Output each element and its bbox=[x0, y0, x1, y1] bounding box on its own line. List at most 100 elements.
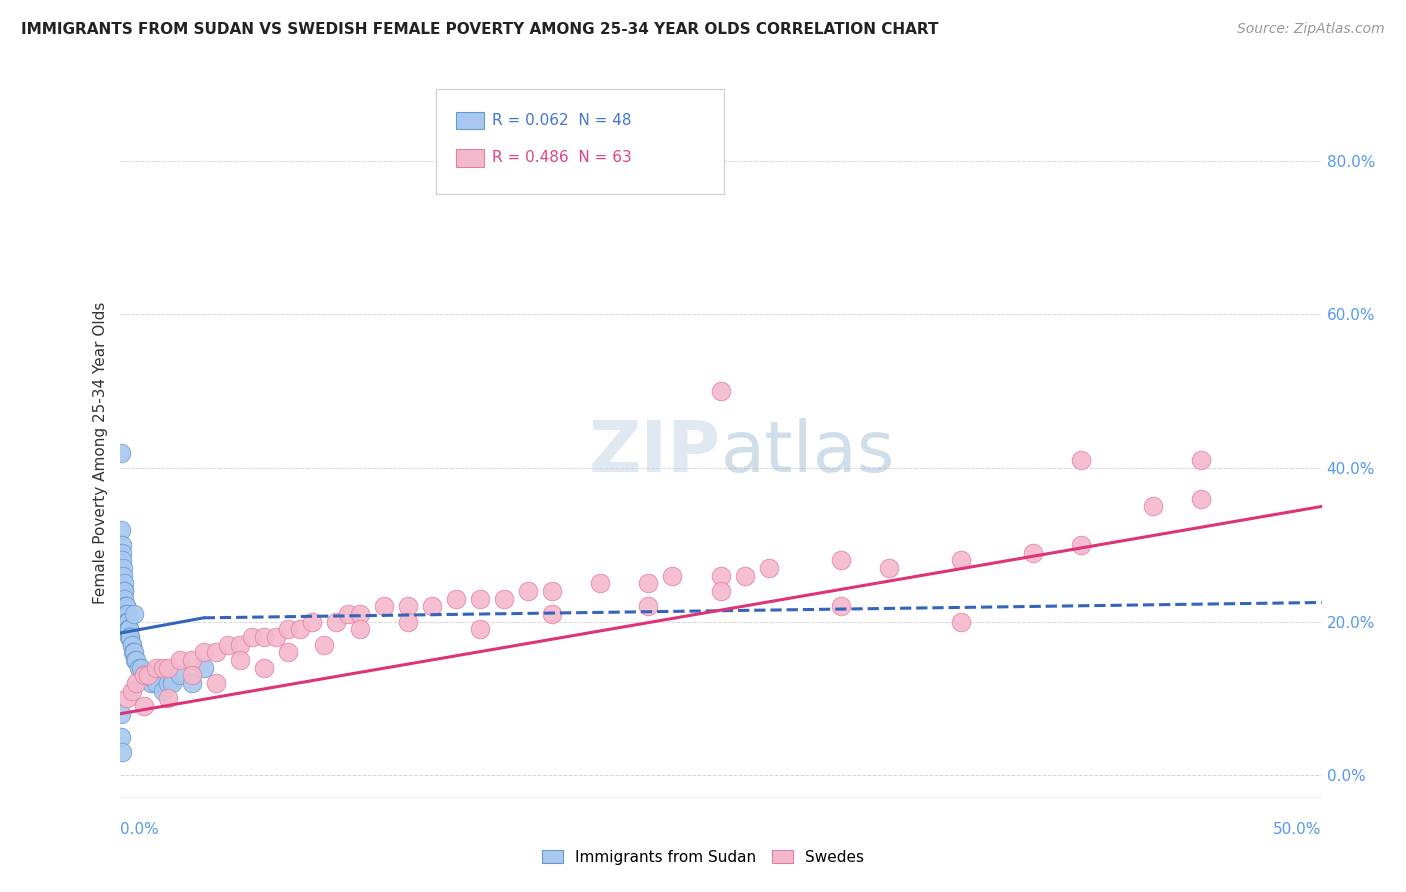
Point bbox=[145, 661, 167, 675]
Point bbox=[132, 699, 155, 714]
Point bbox=[949, 553, 972, 567]
Point bbox=[494, 591, 516, 606]
Point bbox=[589, 576, 612, 591]
Point bbox=[264, 630, 287, 644]
Point bbox=[110, 706, 132, 721]
Point bbox=[114, 599, 136, 614]
Point bbox=[122, 607, 145, 621]
Point bbox=[949, 615, 972, 629]
Point bbox=[228, 653, 250, 667]
Point bbox=[637, 599, 659, 614]
Point bbox=[118, 623, 141, 637]
Point bbox=[325, 615, 347, 629]
Point bbox=[709, 568, 731, 582]
Point bbox=[111, 553, 134, 567]
Point bbox=[541, 607, 564, 621]
Point bbox=[1022, 545, 1045, 559]
Point bbox=[180, 676, 202, 690]
Point bbox=[336, 607, 359, 621]
Legend: Immigrants from Sudan, Swedes: Immigrants from Sudan, Swedes bbox=[536, 844, 870, 871]
Point bbox=[217, 638, 239, 652]
Point bbox=[193, 645, 215, 659]
Point bbox=[228, 638, 250, 652]
Point bbox=[277, 623, 299, 637]
Text: IMMIGRANTS FROM SUDAN VS SWEDISH FEMALE POVERTY AMONG 25-34 YEAR OLDS CORRELATIO: IMMIGRANTS FROM SUDAN VS SWEDISH FEMALE … bbox=[21, 22, 939, 37]
Point bbox=[253, 630, 276, 644]
Point bbox=[444, 591, 467, 606]
Text: atlas: atlas bbox=[720, 418, 896, 487]
Text: ZIP: ZIP bbox=[588, 418, 720, 487]
Point bbox=[204, 676, 226, 690]
Point bbox=[180, 653, 202, 667]
Point bbox=[115, 615, 138, 629]
Point bbox=[112, 568, 135, 582]
Point bbox=[138, 668, 160, 682]
Point bbox=[125, 676, 148, 690]
Point bbox=[373, 599, 395, 614]
Point bbox=[288, 623, 311, 637]
Point bbox=[124, 653, 146, 667]
Point bbox=[112, 576, 135, 591]
Point bbox=[110, 446, 132, 460]
Point bbox=[115, 691, 138, 706]
Point bbox=[118, 630, 141, 644]
Point bbox=[117, 623, 139, 637]
Point bbox=[709, 583, 731, 598]
Point bbox=[420, 599, 443, 614]
Point bbox=[1070, 453, 1092, 467]
Point bbox=[709, 384, 731, 399]
Point bbox=[468, 623, 492, 637]
Point bbox=[114, 599, 136, 614]
Point bbox=[111, 538, 134, 552]
Text: 0.0%: 0.0% bbox=[120, 822, 159, 837]
Text: R = 0.062  N = 48: R = 0.062 N = 48 bbox=[492, 113, 631, 128]
Point bbox=[240, 630, 263, 644]
Point bbox=[204, 645, 226, 659]
Point bbox=[129, 661, 152, 675]
Point bbox=[135, 668, 157, 682]
Point bbox=[115, 607, 138, 621]
Point bbox=[115, 615, 138, 629]
Point bbox=[169, 653, 191, 667]
Point bbox=[110, 730, 132, 744]
Text: 50.0%: 50.0% bbox=[1274, 822, 1322, 837]
Point bbox=[114, 599, 136, 614]
Point bbox=[169, 668, 191, 682]
Point bbox=[111, 745, 134, 759]
Point bbox=[122, 645, 145, 659]
Point bbox=[128, 661, 150, 675]
Point bbox=[120, 630, 142, 644]
Point bbox=[253, 661, 276, 675]
Point bbox=[132, 668, 155, 682]
Point bbox=[117, 623, 139, 637]
Point bbox=[112, 591, 135, 606]
Point bbox=[110, 523, 132, 537]
Point bbox=[111, 545, 134, 559]
Point bbox=[312, 638, 335, 652]
Point bbox=[301, 615, 323, 629]
Point bbox=[117, 615, 139, 629]
Point bbox=[156, 661, 179, 675]
Point bbox=[132, 668, 155, 682]
Point bbox=[277, 645, 299, 659]
Point bbox=[145, 676, 167, 690]
Point bbox=[349, 607, 371, 621]
Point bbox=[156, 691, 179, 706]
Point bbox=[121, 683, 143, 698]
Point bbox=[112, 583, 135, 598]
Point bbox=[734, 568, 756, 582]
Point bbox=[121, 638, 143, 652]
Point bbox=[156, 676, 179, 690]
Point bbox=[830, 553, 852, 567]
Point bbox=[162, 676, 184, 690]
Point bbox=[349, 623, 371, 637]
Point bbox=[830, 599, 852, 614]
Point bbox=[1189, 453, 1212, 467]
Point bbox=[396, 599, 419, 614]
Point bbox=[637, 576, 659, 591]
Point bbox=[112, 583, 135, 598]
Point bbox=[1070, 538, 1092, 552]
Point bbox=[193, 661, 215, 675]
Point bbox=[517, 583, 540, 598]
Point bbox=[661, 568, 683, 582]
